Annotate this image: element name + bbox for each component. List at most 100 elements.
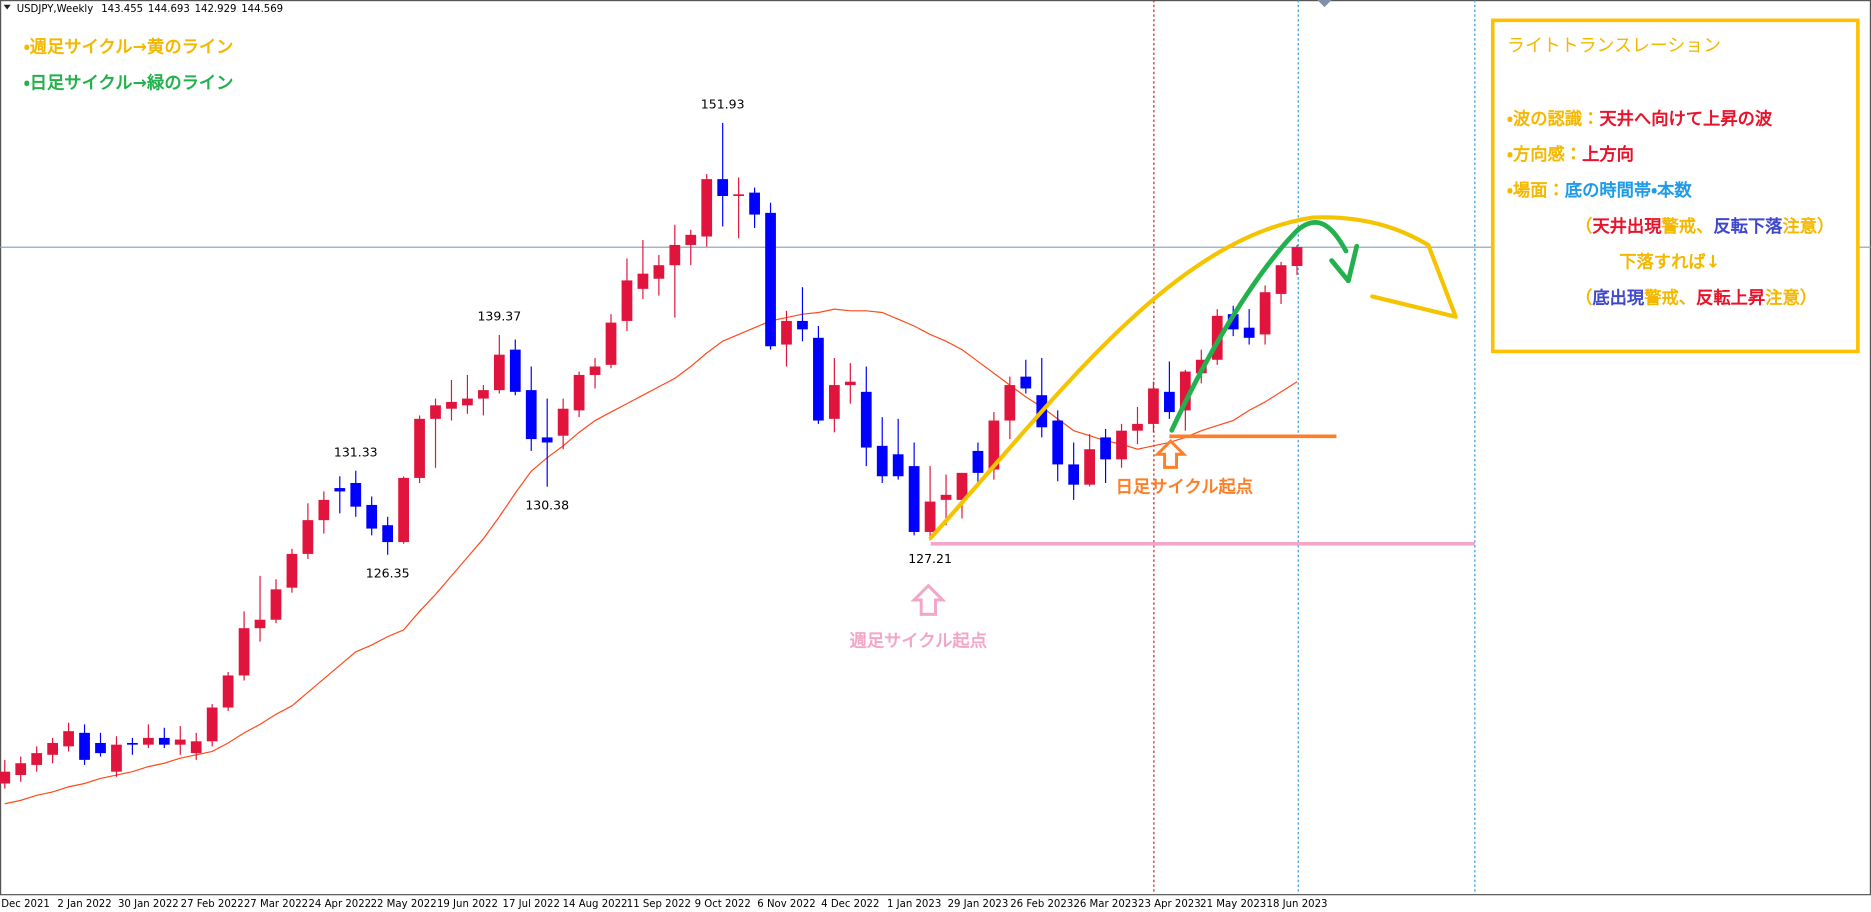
box-segment: 上方向 (1582, 144, 1634, 165)
candle-body (1020, 376, 1032, 389)
plot (0, 122, 1871, 805)
candle-body (972, 450, 984, 473)
price-label: 151.93 (701, 97, 745, 112)
x-tick-label: 27 Feb 2022 (181, 899, 244, 910)
candle-body (828, 385, 840, 419)
candle-body (956, 472, 968, 500)
candle-body (876, 445, 888, 477)
candle-body (79, 732, 90, 760)
box-segment: 警戒、 (1644, 288, 1696, 309)
chart-header: USDJPY,Weekly 143.455 144.693 142.929 144.5… (17, 4, 283, 15)
candle-body (254, 619, 266, 629)
candle-body (63, 731, 74, 747)
box-line: ・場面：底の時間帯・本数 (1507, 180, 1692, 201)
x-tick-label: 30 Jan 2022 (118, 899, 179, 910)
candle-body (1275, 265, 1287, 294)
box-segment: 底出現 (1592, 288, 1645, 309)
x-tick-label: 27 Mar 2022 (244, 899, 308, 910)
candle-body (717, 179, 729, 197)
header-open: 143.455 (101, 4, 143, 15)
candle-body (158, 737, 170, 745)
candle-body (1179, 371, 1191, 411)
weekly-start-label: 週足サイクル起点 (850, 631, 987, 652)
box-segment: 反転上昇 (1696, 288, 1765, 309)
box-line: 下落すれば↓ (1619, 253, 1720, 273)
candle-body (1259, 292, 1271, 335)
candle-body (31, 753, 43, 765)
box-line: ・波の認識：天井へ向けて上昇の波 (1507, 108, 1773, 129)
header-close: 144.569 (241, 4, 283, 15)
box-segment: 警戒、 (1661, 216, 1713, 237)
x-tick-label: 21 May 2023 (1200, 899, 1266, 910)
x-tick-label: 17 Jul 2022 (503, 899, 560, 910)
candle-body (637, 273, 649, 289)
price-label: 131.33 (334, 444, 378, 459)
price-label: 130.38 (525, 497, 569, 512)
cycle-note: ・週足サイクル→黄のライン (24, 37, 234, 58)
candle-body (765, 212, 776, 347)
candle-body (286, 553, 298, 588)
candle-body (653, 265, 665, 279)
weekly-cycle-arrow (1370, 242, 1458, 319)
box-segment: 底の時間帯・本数 (1565, 180, 1693, 201)
box-title: ライトトランスレーション (1507, 35, 1721, 56)
x-tick-label: 2 Jan 2022 (57, 899, 111, 910)
candle-body (206, 707, 218, 742)
candle-body (733, 194, 745, 197)
candle-body (0, 771, 11, 784)
candle-body (573, 374, 585, 411)
candle-body (1243, 327, 1255, 338)
price-label: 139.37 (477, 309, 521, 324)
drawings (910, 18, 1860, 616)
candle-body (1116, 430, 1127, 460)
shift-marker (1317, 0, 1332, 8)
candle-body (430, 405, 441, 419)
box-segment: 注意） (1782, 216, 1834, 237)
x-tick-label: 22 May 2022 (371, 899, 437, 910)
cycle-note: ・日足サイクル→緑のライン (24, 72, 234, 93)
header-low: 142.929 (195, 4, 237, 15)
candle-body (414, 418, 425, 478)
box-line: （天井出現警戒、反転下落注意） (1575, 216, 1834, 237)
candle-body (605, 322, 617, 365)
candle-body (749, 192, 760, 215)
candle-body (669, 244, 681, 266)
candle-body (621, 280, 633, 321)
candle-body (318, 499, 330, 521)
candle-body (95, 742, 106, 754)
daily-cycle-arrow (1329, 243, 1360, 284)
candle-body (988, 420, 1000, 470)
header-high: 144.693 (148, 4, 190, 15)
candle-body (174, 739, 186, 745)
candle-body (478, 390, 489, 399)
candle-body (302, 520, 314, 554)
box-segment: 天井出現 (1592, 216, 1662, 237)
x-tick-label: 29 Jan 2023 (948, 899, 1009, 910)
candle-body (462, 398, 473, 406)
candle-body (238, 628, 250, 676)
candle-body (541, 437, 553, 443)
candle-body (924, 501, 936, 532)
candle-body (1148, 388, 1159, 424)
box-segment: 下落すれば↓ (1619, 253, 1720, 273)
menu-icon[interactable] (3, 4, 11, 10)
summary-box (1490, 18, 1860, 354)
x-tick-label: 4 Dec 2022 (821, 899, 879, 910)
candle-body (844, 381, 856, 386)
moving-average (4, 308, 1298, 805)
weekly-cycle-line (928, 215, 1431, 540)
box-segment: 天井へ向けて上昇の波 (1599, 108, 1773, 129)
candle-body (701, 179, 713, 237)
price-label: 126.35 (366, 565, 410, 580)
x-tick-label: 26 Feb 2023 (1010, 899, 1073, 910)
box-segment: ・方向感： (1507, 144, 1582, 165)
candle-body (557, 408, 569, 436)
candle-body (398, 477, 409, 543)
box-segment: 注意） (1765, 288, 1817, 309)
candle-body (190, 741, 202, 754)
candle-body (47, 742, 59, 755)
candle-body (222, 675, 234, 708)
price-label: 127.21 (908, 551, 952, 566)
